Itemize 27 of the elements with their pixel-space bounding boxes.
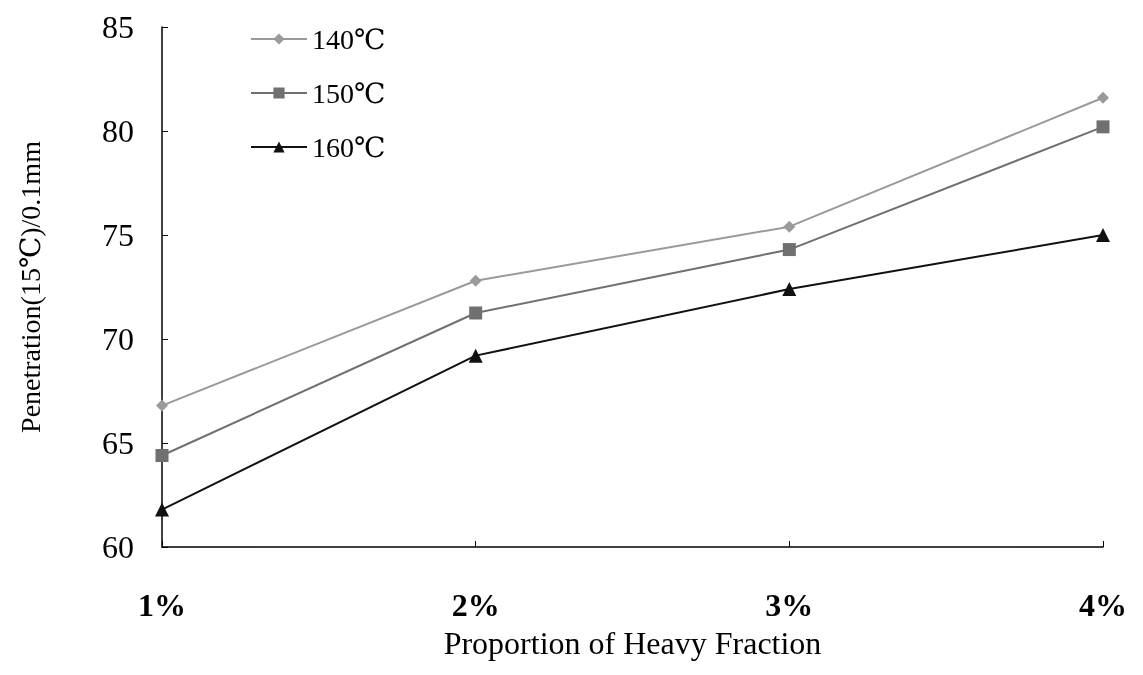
point <box>782 282 797 297</box>
x-tick-label: 4% <box>1079 587 1127 623</box>
point <box>156 399 168 412</box>
x-tick-label: 1% <box>138 587 186 623</box>
y-tick-label: 75 <box>102 217 134 253</box>
y-tick-label: 80 <box>102 113 134 149</box>
point <box>782 243 796 257</box>
y-tick-label: 70 <box>102 321 134 357</box>
legend-label: 150℃ <box>312 77 386 109</box>
point <box>468 348 483 363</box>
x-tick-label: 2% <box>451 587 500 623</box>
legend-label: 160℃ <box>312 131 386 163</box>
point <box>1096 120 1110 134</box>
y-axis-title: Penetration(15℃)/0.1mm <box>14 140 46 433</box>
point <box>783 220 796 233</box>
point <box>155 448 169 462</box>
point <box>469 274 482 287</box>
point <box>155 502 169 517</box>
point <box>469 306 483 320</box>
y-tick-label: 65 <box>102 425 134 461</box>
point <box>1096 228 1110 242</box>
point <box>1097 91 1109 104</box>
legend-label: 140℃ <box>312 23 386 55</box>
x-axis-title: Proportion of Heavy Fraction <box>443 625 822 661</box>
y-tick-label: 60 <box>102 529 134 565</box>
y-tick-label: 85 <box>102 9 134 45</box>
x-tick-label: 3% <box>765 587 814 623</box>
